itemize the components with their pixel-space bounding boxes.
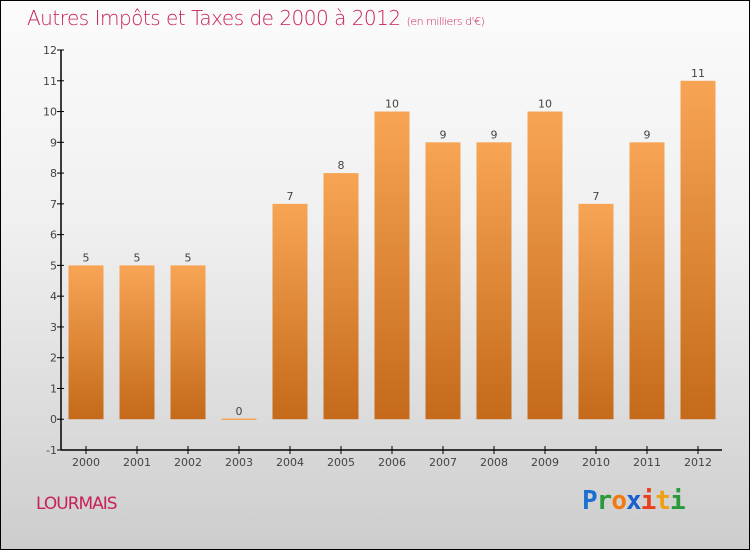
logo-letter: x — [625, 486, 642, 516]
data-label: 5 — [83, 251, 90, 264]
unit-label: (en milliers d'€) — [406, 15, 485, 28]
data-label: 5 — [134, 251, 141, 264]
y-tick-label: 12 — [43, 44, 57, 57]
data-label: 7 — [287, 190, 294, 203]
logo-letter: r — [596, 486, 613, 516]
y-tick-label: 11 — [43, 75, 57, 88]
data-label: 5 — [185, 251, 192, 264]
x-tick-label: 2000 — [72, 456, 100, 469]
y-tick-label: 0 — [50, 413, 57, 426]
data-label: 10 — [385, 98, 399, 111]
bar — [527, 111, 563, 420]
y-tick-label: 2 — [50, 352, 57, 365]
bar — [578, 203, 614, 420]
x-tick-label: 2012 — [684, 456, 712, 469]
bar — [425, 142, 461, 420]
y-tick-label: 7 — [50, 198, 57, 211]
x-tick-label: 2008 — [480, 456, 508, 469]
bar — [374, 111, 410, 420]
y-tick-label: 1 — [50, 382, 57, 395]
x-tick-label: 2002 — [174, 456, 202, 469]
x-tick-label: 2009 — [531, 456, 559, 469]
data-label: 9 — [644, 128, 651, 141]
y-tick-label: 3 — [50, 321, 57, 334]
data-label: 0 — [236, 405, 243, 418]
title-text: Autres Impôts et Taxes de 2000 à 2012 — [27, 6, 401, 30]
bar — [629, 142, 665, 420]
x-tick-label: 2007 — [429, 456, 457, 469]
bar — [680, 80, 716, 420]
data-label: 11 — [691, 67, 705, 80]
y-tick-label: 4 — [50, 290, 57, 303]
y-tick-label: 6 — [50, 229, 57, 242]
data-label: 9 — [491, 128, 498, 141]
data-label: 7 — [593, 190, 600, 203]
data-label: 9 — [440, 128, 447, 141]
bar — [119, 265, 155, 420]
logo-letter: t — [655, 486, 671, 516]
bar — [323, 173, 359, 420]
city-name: LOURMAIS — [36, 494, 118, 514]
x-tick-label: 2005 — [327, 456, 355, 469]
x-tick-label: 2004 — [276, 456, 304, 469]
bar — [272, 203, 308, 420]
y-tick-label: 9 — [50, 136, 57, 149]
data-label: 8 — [338, 159, 345, 172]
x-tick-label: 2006 — [378, 456, 406, 469]
chart-title: Autres Impôts et Taxes de 2000 à 2012 (en… — [27, 6, 485, 30]
x-tick-label: 2010 — [582, 456, 610, 469]
x-tick-label: 2011 — [633, 456, 661, 469]
bar — [476, 142, 512, 420]
logo-letter: i — [640, 486, 657, 516]
proxiti-logo: Proxiti — [582, 486, 686, 516]
y-tick-label: 8 — [50, 167, 57, 180]
y-tick-label: 10 — [43, 106, 57, 119]
bar — [68, 265, 104, 420]
logo-letter: o — [611, 486, 627, 516]
logo-letter: i — [669, 486, 686, 516]
data-label: 10 — [538, 98, 552, 111]
x-tick-label: 2001 — [123, 456, 151, 469]
logo-letter: P — [582, 486, 598, 516]
bar — [170, 265, 206, 420]
y-tick-label: -1 — [46, 444, 57, 457]
y-tick-label: 5 — [50, 259, 57, 272]
x-tick-label: 2003 — [225, 456, 253, 469]
